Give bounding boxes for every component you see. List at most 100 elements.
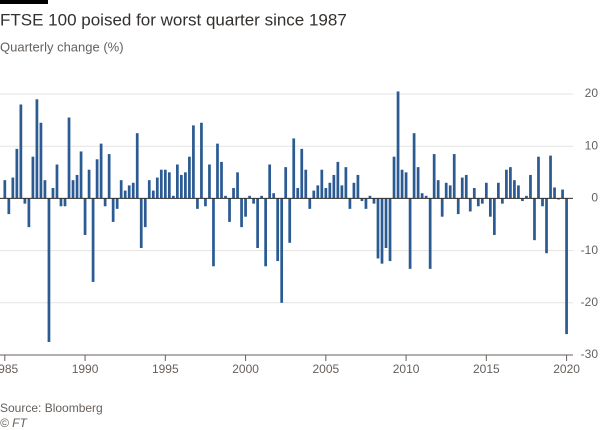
bar <box>517 185 520 199</box>
bar <box>432 154 436 199</box>
y-tick-label: -30 <box>581 347 599 361</box>
bar <box>139 198 143 249</box>
bar <box>460 177 464 199</box>
y-tick-label: 20 <box>585 86 599 100</box>
bar <box>115 198 119 209</box>
bar <box>464 174 468 199</box>
bar <box>509 167 512 199</box>
bar <box>87 169 91 199</box>
bar <box>332 174 336 199</box>
bar <box>488 198 492 217</box>
bar <box>143 198 147 228</box>
bar <box>472 187 476 199</box>
x-tick-label: 1995 <box>152 362 179 376</box>
bar <box>15 148 19 199</box>
bar <box>83 198 87 235</box>
bar <box>320 169 324 199</box>
x-tick-label: 2020 <box>553 362 580 376</box>
bar <box>440 198 444 217</box>
bar <box>352 182 356 199</box>
bar <box>505 169 508 199</box>
bar <box>364 198 368 209</box>
bar <box>240 198 243 228</box>
bar <box>212 198 215 267</box>
bar <box>529 174 532 199</box>
x-tick-label: 1985 <box>0 362 18 376</box>
bar <box>392 156 396 199</box>
bar <box>360 198 364 202</box>
bar <box>396 91 400 199</box>
x-tick-label: 2010 <box>393 362 420 376</box>
bar <box>300 148 304 199</box>
bar <box>492 198 496 235</box>
bar <box>480 198 484 204</box>
bar <box>252 198 255 204</box>
bar <box>171 195 175 199</box>
bar <box>448 185 452 199</box>
bar <box>244 198 247 217</box>
bar <box>11 177 15 199</box>
bar <box>67 117 71 199</box>
bar <box>541 198 544 207</box>
bar <box>308 198 312 209</box>
bar <box>91 198 95 282</box>
bar <box>3 180 7 199</box>
bar <box>344 167 348 199</box>
bar <box>380 198 384 264</box>
bar <box>416 167 420 199</box>
bar <box>208 164 211 199</box>
bar <box>272 193 276 199</box>
bar <box>276 198 280 262</box>
bar <box>304 169 308 199</box>
bar <box>404 172 408 199</box>
bar <box>264 198 267 267</box>
bar <box>95 159 99 199</box>
bar <box>501 198 504 204</box>
bar <box>204 198 207 207</box>
x-tick-label: 1990 <box>72 362 99 376</box>
bar <box>224 195 227 199</box>
bar <box>167 172 171 199</box>
bar <box>292 138 296 199</box>
bar <box>476 198 480 207</box>
bar <box>336 161 340 199</box>
bar <box>312 190 316 199</box>
bar <box>155 177 159 199</box>
bar <box>420 193 424 199</box>
x-tick-label: 2005 <box>312 362 339 376</box>
bar <box>513 180 516 199</box>
bar <box>288 198 292 243</box>
bar <box>248 195 251 199</box>
bar <box>424 195 428 199</box>
bar <box>111 198 115 222</box>
bar <box>561 189 564 199</box>
bar <box>372 198 376 204</box>
bar <box>268 164 272 199</box>
bar <box>75 174 79 199</box>
bar <box>296 187 300 199</box>
bar <box>400 169 404 199</box>
y-tick-label: 10 <box>585 138 599 152</box>
bar <box>119 180 123 199</box>
bar <box>19 104 23 199</box>
bar <box>260 195 263 199</box>
bar <box>35 99 39 199</box>
bar <box>236 172 239 199</box>
bar <box>79 151 83 199</box>
bar <box>51 187 55 199</box>
bar <box>525 195 528 199</box>
bar <box>220 161 223 199</box>
bar <box>444 182 448 199</box>
bar <box>368 195 372 199</box>
bar <box>256 198 259 249</box>
chart-title: FTSE 100 poised for worst quarter since … <box>0 10 347 29</box>
bar <box>175 164 179 199</box>
bar <box>533 198 536 241</box>
bar <box>565 198 568 335</box>
bar <box>553 187 556 199</box>
bar <box>55 164 59 199</box>
bar <box>180 174 183 199</box>
bar <box>43 180 47 199</box>
bar <box>456 198 460 215</box>
